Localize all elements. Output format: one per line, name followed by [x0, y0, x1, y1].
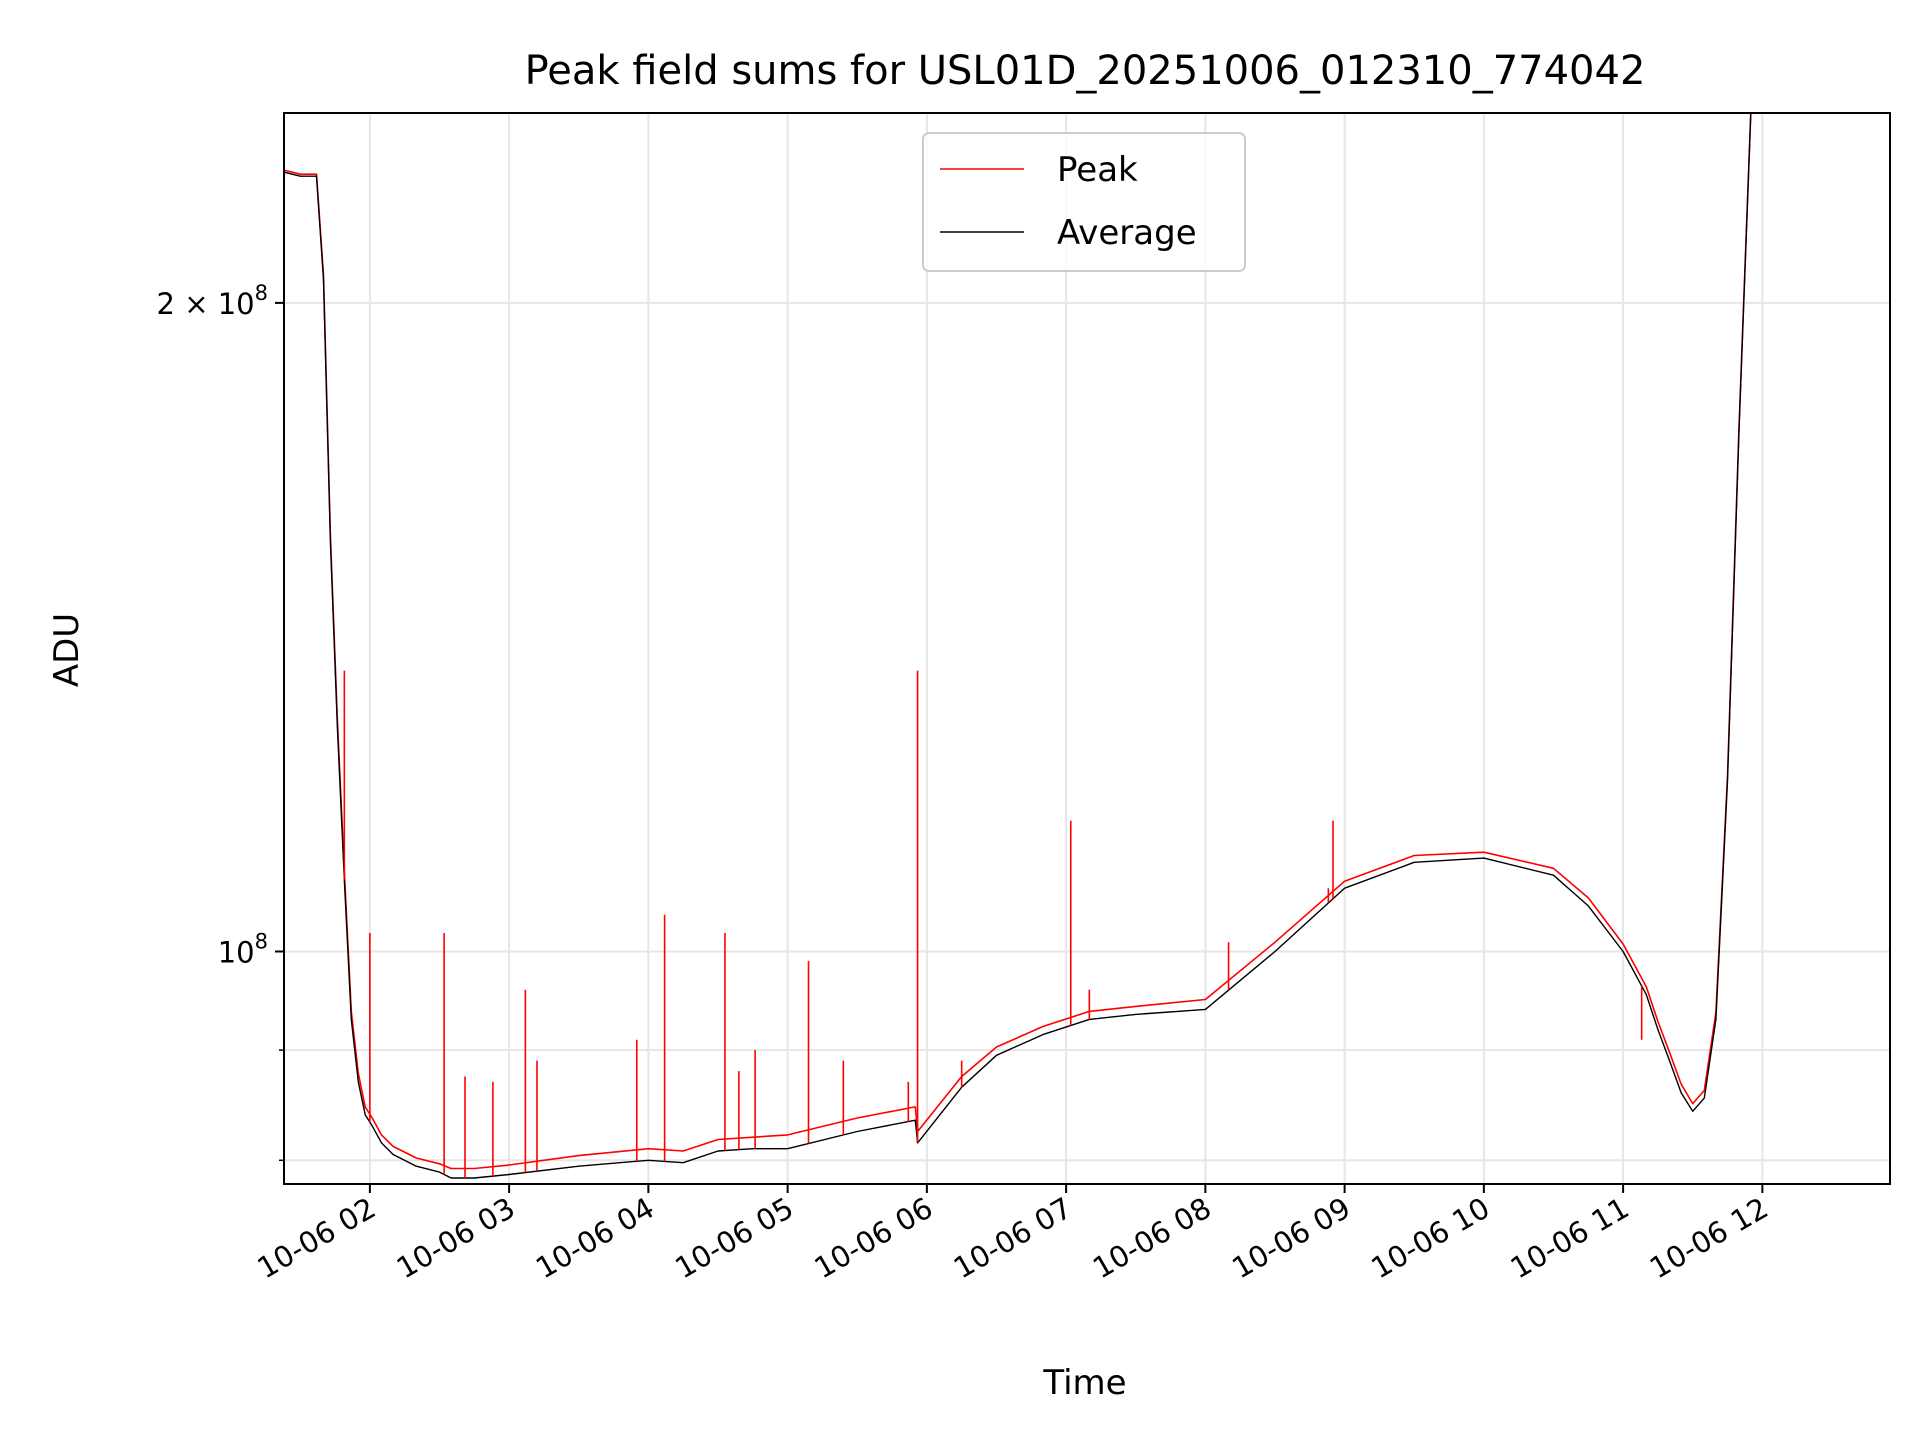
chart-title: Peak field sums for USL01D_20251006_0123…	[525, 48, 1646, 94]
series-line-average	[284, 113, 1752, 1179]
grid	[284, 113, 1890, 1184]
y-axis-label: ADU	[47, 613, 87, 687]
y-tick-exponent: 8	[255, 281, 268, 305]
legend: Peak Average	[922, 132, 1246, 272]
legend-box	[922, 132, 1246, 272]
plot-frame	[283, 112, 1891, 1185]
x-axis-label: Time	[1042, 1363, 1126, 1403]
y-tick-label: 2 × 108	[157, 281, 268, 321]
legend-average-label: Average	[1057, 213, 1197, 253]
y-tick-exponent: 8	[255, 930, 268, 954]
legend-peak-label: Peak	[1057, 150, 1138, 190]
series-line-peak	[284, 113, 1752, 1170]
series-layer	[284, 113, 1752, 1179]
